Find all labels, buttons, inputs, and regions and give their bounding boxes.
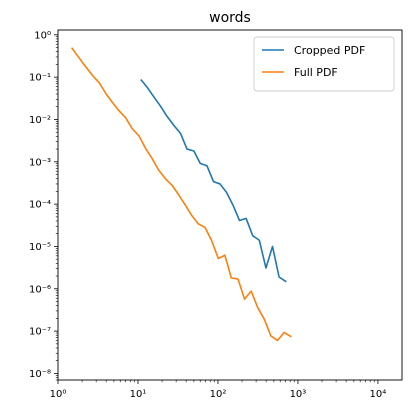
y-tick-label-0: 10⁻⁸ [29, 369, 51, 380]
chart-title: words [209, 10, 251, 26]
y-tick-label-5: 10⁻³ [29, 157, 51, 168]
x-tick-label-2: 10² [210, 389, 227, 400]
x-tick-label-4: 10⁴ [370, 389, 387, 400]
y-tick-label-1: 10⁻⁷ [29, 327, 51, 338]
x-axis: 10⁰ 10¹ 10² 10³ 10⁴ [50, 380, 387, 400]
x-tick-label-0: 10⁰ [50, 389, 67, 400]
y-tick-label-6: 10⁻² [29, 115, 51, 126]
legend-label-1: Full PDF [294, 66, 338, 79]
y-tick-label-7: 10⁻¹ [29, 73, 51, 84]
legend-label-0: Cropped PDF [294, 44, 365, 57]
y-tick-label-4: 10⁻⁴ [29, 200, 51, 211]
x-tick-label-1: 10¹ [130, 389, 147, 400]
y-tick-label-8: 10⁰ [34, 30, 51, 41]
y-tick-label-2: 10⁻⁶ [29, 284, 51, 295]
y-axis: 10⁻⁸ 10⁻⁷ 10⁻⁶ 10⁻⁵ 10⁻⁴ 10⁻³ 10⁻² 10⁻¹ 10⁰ [29, 30, 58, 380]
y-tick-label-3: 10⁻⁵ [29, 242, 51, 253]
x-tick-label-3: 10³ [290, 389, 307, 400]
legend: Cropped PDF Full PDF [254, 37, 394, 91]
